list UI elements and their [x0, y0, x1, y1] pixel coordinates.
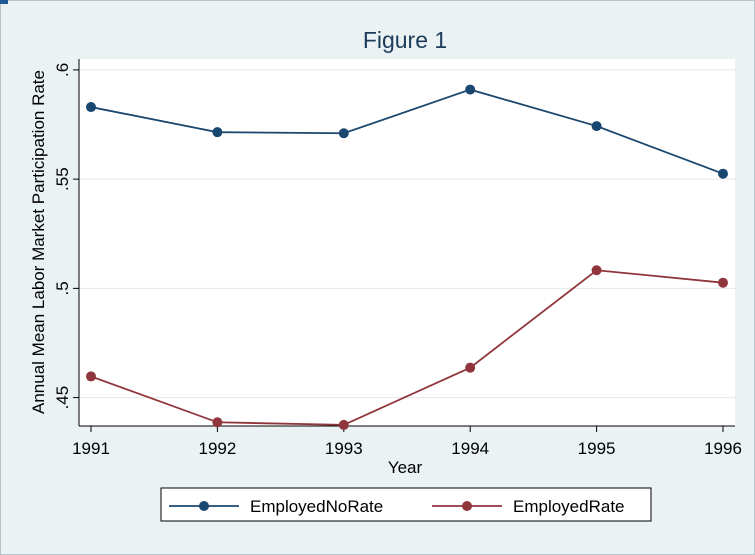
data-point-employedrate — [465, 362, 476, 373]
data-point-employednorate — [86, 102, 96, 113]
x-tick-label: 1992 — [198, 439, 236, 458]
data-point-employedrate — [86, 371, 96, 382]
y-tick-label: .6 — [53, 63, 72, 77]
data-point-employedrate — [591, 265, 602, 276]
data-point-employednorate — [718, 168, 728, 179]
data-point-employednorate — [465, 84, 476, 95]
x-tick-label: 1996 — [704, 439, 742, 458]
x-axis-label: Year — [388, 458, 423, 477]
corner-accent — [0, 0, 8, 4]
legend-marker-employedrate — [462, 501, 472, 511]
legend-label-employednorate: EmployedNoRate — [250, 497, 383, 516]
data-point-employednorate — [591, 121, 602, 132]
x-tick-label: 1993 — [325, 439, 363, 458]
data-point-employednorate — [212, 127, 223, 138]
legend: EmployedNoRate EmployedRate — [160, 487, 652, 522]
x-tick-label: 1991 — [72, 439, 110, 458]
chart-title: Figure 1 — [363, 27, 447, 53]
series-line-employednorate — [90, 88, 724, 175]
y-axis-label: Annual Mean Labor Market Participation R… — [29, 70, 48, 414]
x-tick-label: 1995 — [578, 439, 616, 458]
grid-lines — [79, 69, 735, 399]
legend-label-employedrate: EmployedRate — [513, 497, 625, 516]
legend-box — [160, 487, 652, 522]
series — [86, 84, 728, 430]
series-line-employedrate — [90, 269, 724, 426]
legend-marker-employednorate — [199, 501, 209, 511]
data-point-employedrate — [338, 419, 349, 430]
x-tick-label: 1994 — [451, 439, 489, 458]
plot-area — [79, 59, 735, 426]
y-tick-label: .45 — [53, 386, 72, 410]
y-tick-label: .5 — [53, 281, 72, 295]
data-point-employednorate — [338, 128, 349, 139]
axes: .45 .5 .55 .6 1991 1992 1993 1994 1995 1996 — [53, 59, 742, 458]
data-point-employedrate — [212, 417, 223, 428]
y-tick-label: .55 — [53, 167, 72, 191]
data-point-employedrate — [718, 277, 728, 288]
